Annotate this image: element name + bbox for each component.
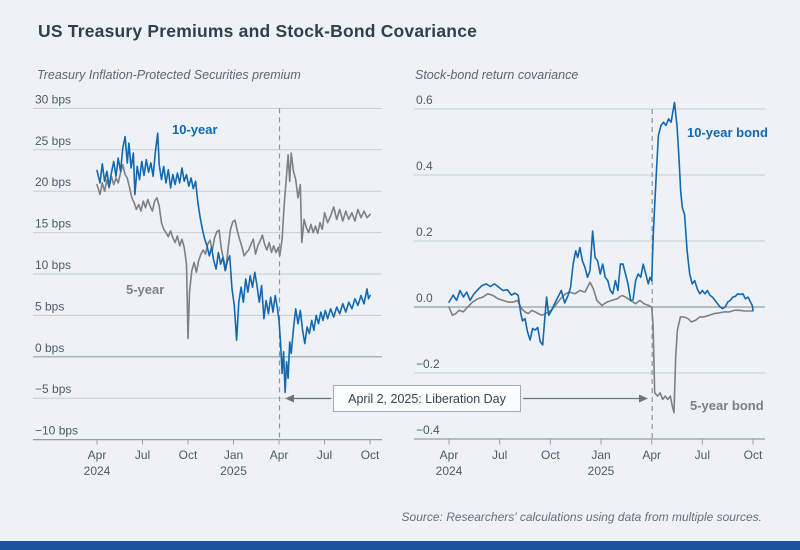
series-label-10-year: 10-year (172, 122, 218, 137)
x-tick-label: Apr (88, 448, 107, 462)
x-tick-year: 2024 (84, 464, 111, 478)
y-tick-label: 15 bps (35, 217, 71, 231)
y-tick-label: 0.2 (416, 225, 433, 239)
x-tick-label: Apr (642, 448, 661, 462)
x-tick-label: Apr (440, 448, 459, 462)
footer-bar (0, 541, 800, 550)
series-path-5-year (96, 152, 371, 340)
y-tick-label: −10 bps (35, 424, 78, 438)
x-tick-label: Apr (270, 448, 289, 462)
annotation-arrowhead-left (285, 394, 294, 403)
y-tick-label: 0 bps (35, 341, 64, 355)
series-path-10-year-bond (448, 101, 754, 346)
y-tick-label: 0.4 (416, 159, 433, 173)
y-tick-label: 30 bps (35, 92, 71, 106)
x-tick-label: Oct (541, 448, 560, 462)
x-tick-label: Jul (695, 448, 710, 462)
series-path-10-year (96, 132, 371, 394)
series-label-5-year-bond: 5-year bond (690, 398, 764, 413)
series-label-10-year-bond: 10-year bond (687, 125, 768, 140)
x-tick-label: Jan (591, 448, 610, 462)
right-chart-subtitle: Stock-bond return covariance (415, 68, 579, 82)
y-tick-label: 0.6 (416, 93, 433, 107)
y-tick-label: 5 bps (35, 299, 64, 313)
y-tick-label: −0.4 (416, 423, 440, 437)
x-tick-year: 2025 (220, 464, 247, 478)
y-tick-label: 25 bps (35, 134, 71, 148)
x-tick-label: Jul (317, 448, 332, 462)
annotation-label: April 2, 2025: Liberation Day (348, 391, 506, 406)
x-tick-year: 2025 (588, 464, 615, 478)
figure-title: US Treasury Premiums and Stock-Bond Cova… (38, 21, 478, 41)
annotation-arrowhead-right (639, 394, 648, 403)
y-tick-label: −5 bps (35, 382, 71, 396)
source-text: Source: Researchers' calculations using … (401, 510, 762, 524)
x-tick-label: Jul (135, 448, 150, 462)
y-tick-label: 10 bps (35, 258, 71, 272)
x-tick-label: Oct (361, 448, 380, 462)
series-label-5-year: 5-year (126, 282, 164, 297)
y-tick-label: 20 bps (35, 175, 71, 189)
x-tick-label: Jul (492, 448, 507, 462)
x-tick-label: Jan (224, 448, 243, 462)
annotation-box: April 2, 2025: Liberation Day (333, 385, 521, 412)
y-tick-label: 0.0 (416, 291, 433, 305)
x-tick-label: Oct (179, 448, 198, 462)
x-tick-year: 2024 (436, 464, 463, 478)
x-tick-label: Oct (744, 448, 763, 462)
series-path-5-year-bond (448, 281, 754, 414)
left-chart-subtitle: Treasury Inflation-Protected Securities … (37, 68, 301, 82)
y-tick-label: −0.2 (416, 357, 440, 371)
